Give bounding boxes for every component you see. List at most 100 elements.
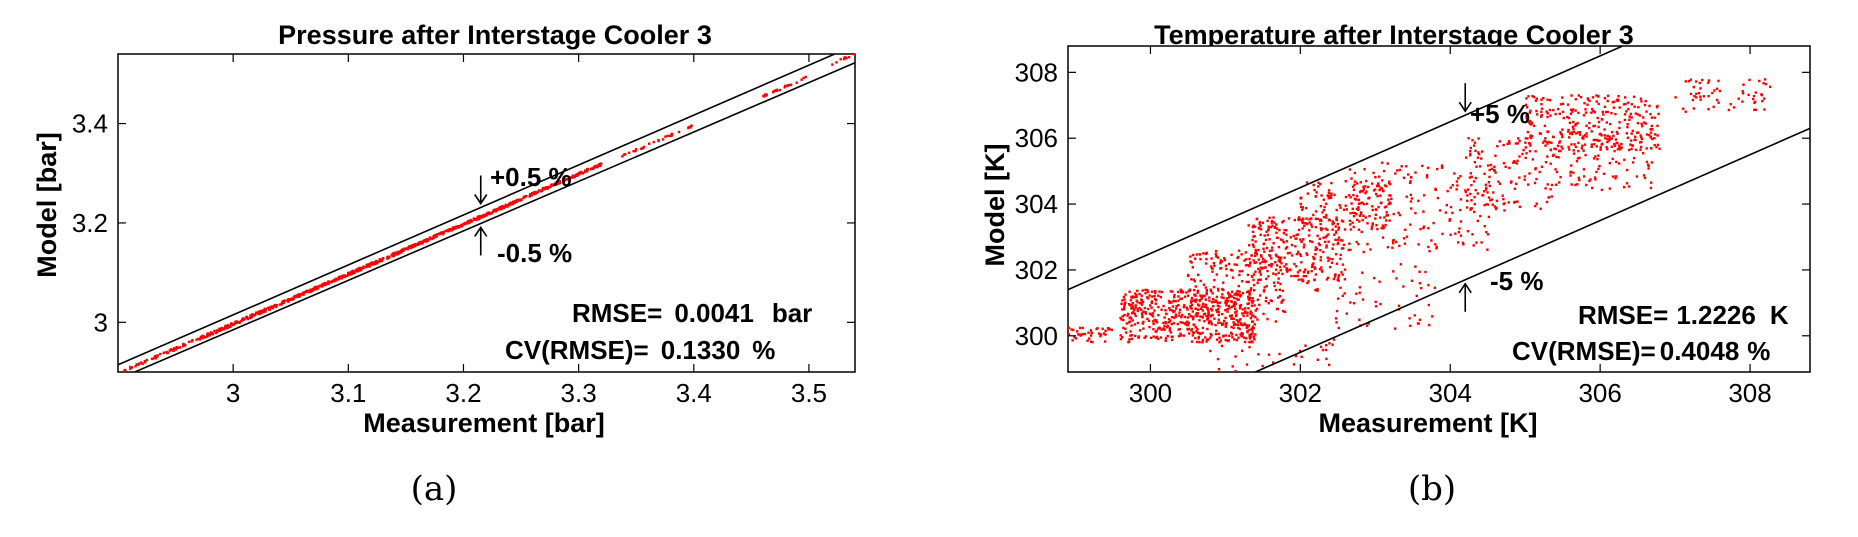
data-point — [1297, 217, 1300, 221]
data-point — [1732, 106, 1736, 109]
y-tick-label: 3.4 — [72, 109, 108, 139]
chart-b-y-axis-label: Model [K] — [980, 144, 1010, 267]
data-point — [1627, 148, 1631, 152]
data-point — [1325, 357, 1328, 361]
data-point — [1187, 273, 1190, 277]
data-point — [1322, 250, 1325, 254]
data-point — [1187, 321, 1190, 325]
data-point — [1195, 330, 1198, 333]
data-point — [1199, 258, 1202, 261]
data-point — [1263, 234, 1266, 237]
data-point — [297, 295, 301, 298]
data-point — [1154, 330, 1157, 333]
data-point — [1152, 320, 1155, 323]
data-point — [1110, 328, 1113, 332]
data-point — [1301, 220, 1304, 223]
data-point — [1361, 218, 1364, 222]
data-point — [1278, 288, 1282, 291]
data-point — [1272, 272, 1275, 275]
data-point — [1251, 230, 1255, 234]
data-point — [1634, 148, 1638, 152]
data-point — [1532, 95, 1536, 99]
data-point — [1337, 326, 1340, 330]
data-point — [460, 224, 463, 227]
data-point — [187, 340, 191, 344]
data-point — [1195, 253, 1199, 256]
data-point — [1417, 322, 1420, 325]
data-point — [1476, 156, 1480, 159]
data-point — [1182, 305, 1186, 309]
data-point — [1503, 209, 1506, 212]
data-point — [1369, 248, 1372, 251]
data-point — [1204, 303, 1207, 306]
data-point — [1223, 257, 1226, 260]
data-point — [1178, 308, 1182, 311]
data-point — [1188, 288, 1192, 292]
data-point — [1297, 278, 1300, 281]
data-point — [1699, 95, 1702, 98]
data-point — [1072, 328, 1075, 332]
data-point — [479, 214, 482, 218]
data-point — [1246, 263, 1250, 267]
data-point — [1344, 180, 1347, 183]
data-point — [1651, 137, 1654, 141]
data-point — [1549, 148, 1552, 152]
data-point — [327, 280, 330, 283]
data-point — [1187, 290, 1190, 293]
data-point — [1373, 276, 1376, 280]
data-point — [1071, 339, 1074, 342]
data-point — [1220, 296, 1223, 299]
data-point — [1108, 327, 1111, 331]
data-point — [1752, 94, 1756, 98]
data-point — [1140, 312, 1144, 315]
data-point — [1225, 301, 1228, 304]
data-point — [800, 78, 803, 81]
data-point — [1144, 310, 1147, 314]
data-point — [1267, 302, 1270, 305]
data-point — [1192, 278, 1196, 281]
data-point — [1281, 309, 1285, 313]
data-point — [1189, 314, 1192, 318]
data-point — [1584, 153, 1587, 157]
data-point — [1470, 175, 1473, 178]
data-point — [1622, 103, 1626, 106]
data-point — [1300, 218, 1303, 221]
data-point — [1545, 200, 1549, 204]
data-point — [1077, 333, 1080, 336]
data-point — [1595, 100, 1598, 103]
data-point — [1737, 97, 1740, 100]
data-point — [589, 168, 592, 171]
data-point — [1194, 326, 1197, 329]
data-point — [1194, 293, 1197, 297]
data-point — [1457, 241, 1460, 244]
data-point — [1473, 195, 1476, 199]
data-point — [458, 225, 461, 228]
data-point — [1306, 222, 1309, 226]
data-point — [318, 285, 321, 288]
data-point — [1179, 321, 1182, 324]
data-point — [500, 205, 503, 208]
data-point — [1638, 114, 1642, 117]
data-point — [1285, 240, 1289, 243]
data-point — [1355, 213, 1358, 216]
data-point — [1612, 106, 1616, 109]
data-point — [414, 244, 417, 247]
chart-b-band-upper-label: +5 % — [1470, 99, 1530, 129]
data-point — [1545, 140, 1548, 144]
data-point — [1279, 282, 1282, 286]
data-point — [1266, 219, 1269, 223]
data-point — [1616, 141, 1619, 145]
data-point — [1692, 107, 1695, 110]
data-point — [1410, 207, 1413, 210]
data-point — [1438, 209, 1442, 212]
data-point — [1572, 130, 1575, 133]
data-point — [1167, 299, 1171, 303]
data-point — [1387, 198, 1390, 201]
data-point — [1144, 288, 1147, 292]
data-point — [558, 181, 562, 185]
data-point — [1214, 299, 1217, 302]
data-point — [1177, 299, 1180, 302]
data-point — [1299, 238, 1302, 241]
data-point — [1606, 140, 1609, 144]
data-point — [1206, 338, 1209, 342]
